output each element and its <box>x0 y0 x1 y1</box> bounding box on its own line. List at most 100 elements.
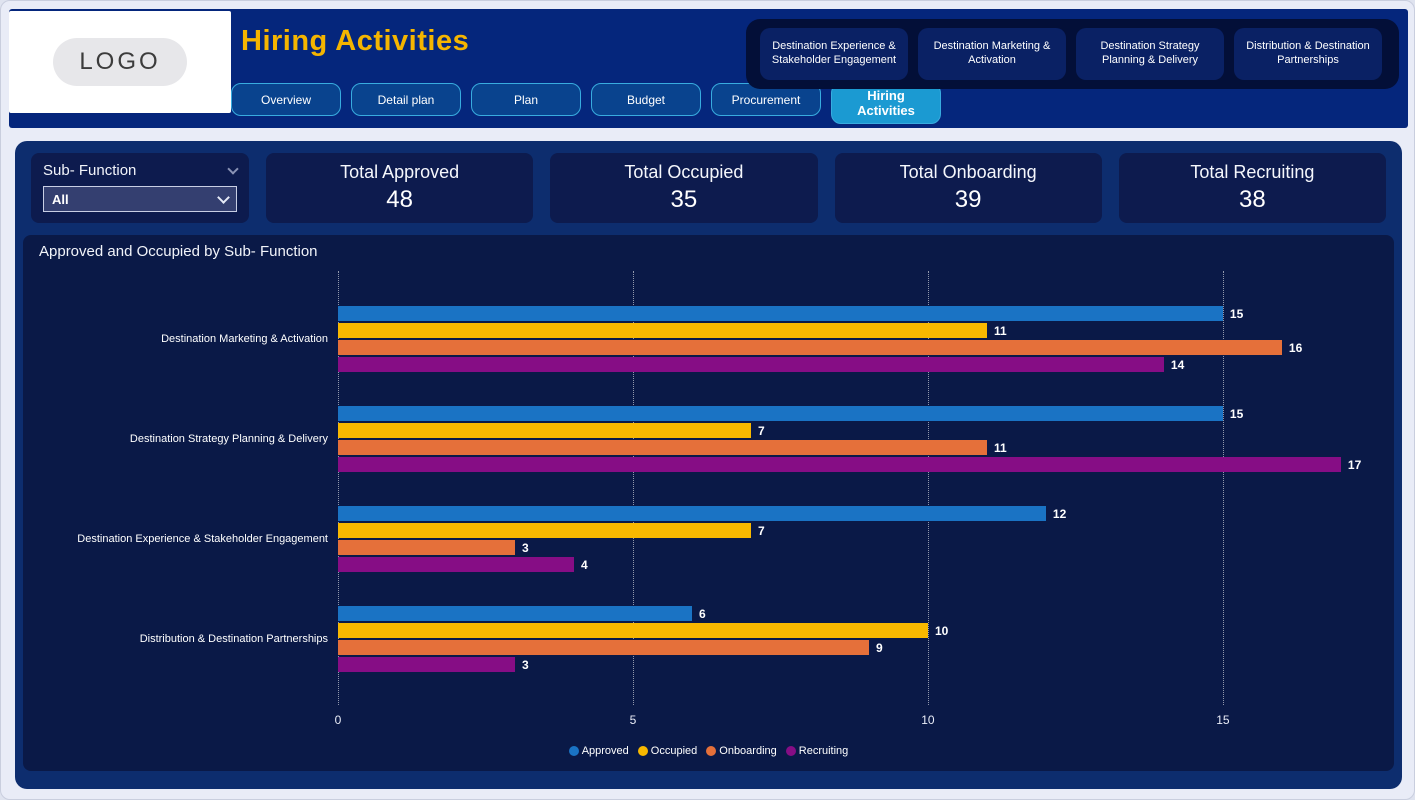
main-panel: Sub- Function All Total Approved 48 Tota… <box>15 141 1402 789</box>
gridline-5 <box>632 271 634 705</box>
gridline-0 <box>338 271 339 705</box>
bar-approved[interactable] <box>338 406 1223 421</box>
bar-row: 14 <box>338 356 1394 373</box>
page-title: Hiring Activities <box>241 25 470 57</box>
bar-row: 3 <box>338 539 1394 556</box>
bar-value-label: 10 <box>934 623 949 638</box>
bar-value-label: 4 <box>580 557 588 572</box>
bar-occupied[interactable] <box>338 423 751 438</box>
legend-dot-icon <box>637 746 648 756</box>
bar-value-label: 9 <box>875 640 883 655</box>
bar-onboarding[interactable] <box>338 340 1282 355</box>
kpi-value: 39 <box>954 186 982 213</box>
chart-groups: Destination Marketing & Activation 15 11 16… <box>23 289 1394 689</box>
bar-row: 6 <box>338 605 1394 622</box>
legend-dot-icon <box>706 746 717 756</box>
legend-label: Onboarding <box>719 745 777 757</box>
kpi-value: 48 <box>386 186 413 213</box>
bar-row: 9 <box>338 639 1394 656</box>
kpi-total-approved: Total Approved 48 <box>266 153 534 223</box>
kpi-value: 38 <box>1239 186 1266 213</box>
bar-row: 11 <box>338 322 1394 339</box>
bar-recruiting[interactable] <box>338 457 1341 472</box>
bar-onboarding[interactable] <box>338 540 515 555</box>
bar-row: 12 <box>338 505 1394 522</box>
tab-budget[interactable]: Budget <box>591 83 701 116</box>
x-axis-tick-label: 15 <box>1216 713 1230 727</box>
nav-distribution-partnerships[interactable]: Distribution & Destination Partnerships <box>1234 28 1382 80</box>
logo-box: LOGO <box>9 11 231 113</box>
legend-item-occupied[interactable]: Occupied <box>637 745 698 757</box>
tab-overview[interactable]: Overview <box>231 83 341 116</box>
bar-value-label: 3 <box>521 657 529 672</box>
sub-function-dropdown[interactable]: All <box>43 186 237 212</box>
legend-item-recruiting[interactable]: Recruiting <box>785 745 848 757</box>
legend-dot-icon <box>785 746 796 756</box>
sub-function-filter: Sub- Function All <box>31 153 249 223</box>
bar-recruiting[interactable] <box>338 357 1164 372</box>
bar-recruiting[interactable] <box>338 557 574 572</box>
x-axis-tick-label: 5 <box>629 713 637 727</box>
kpi-value: 35 <box>670 186 698 213</box>
filter-header[interactable]: Sub- Function <box>43 162 239 179</box>
kpi-label: Total Occupied <box>624 162 744 182</box>
header: LOGO Hiring Activities Overview Detail p… <box>9 9 1408 128</box>
bar-row: 4 <box>338 556 1394 573</box>
chart-x-axis: 0 5 10 15 <box>334 713 1394 729</box>
bar-row: 10 <box>338 622 1394 639</box>
bar-occupied[interactable] <box>338 623 928 638</box>
chart-category-label: Destination Marketing & Activation <box>161 333 328 345</box>
kpi-row: Sub- Function All Total Approved 48 Tota… <box>15 141 1402 223</box>
bar-occupied[interactable] <box>338 323 987 338</box>
legend-label: Approved <box>581 745 629 757</box>
nav-destination-marketing[interactable]: Destination Marketing & Activation <box>918 28 1066 80</box>
category-bars: 15 7 11 17 <box>338 405 1394 473</box>
bar-row: 7 <box>338 422 1394 439</box>
legend-item-onboarding[interactable]: Onboarding <box>706 745 777 757</box>
bar-value-label: 15 <box>1229 406 1244 421</box>
x-axis-tick-label: 0 <box>334 713 342 727</box>
legend-dot-icon <box>568 746 579 756</box>
tab-bar: Overview Detail plan Plan Budget Procure… <box>231 83 941 124</box>
chart-category-group: Destination Experience & Stakeholder Eng… <box>23 489 1394 589</box>
kpi-total-recruiting: Total Recruiting 38 <box>1118 153 1386 223</box>
gridline-15 <box>1222 271 1224 705</box>
chart-category-group: Destination Marketing & Activation 15 11 16… <box>23 289 1394 389</box>
legend-item-approved[interactable]: Approved <box>568 745 629 757</box>
bar-value-label: 6 <box>698 606 706 621</box>
nav-destination-experience[interactable]: Destination Experience & Stakeholder Eng… <box>760 28 908 80</box>
chart-category-group: Destination Strategy Planning & Delivery… <box>23 389 1394 489</box>
bar-value-label: 3 <box>521 540 529 555</box>
bar-value-label: 16 <box>1288 340 1303 355</box>
kpi-label: Total Recruiting <box>1190 162 1315 182</box>
bar-approved[interactable] <box>338 306 1223 321</box>
bar-value-label: 17 <box>1347 457 1362 472</box>
bar-approved[interactable] <box>338 506 1046 521</box>
kpi-total-occupied: Total Occupied 35 <box>550 153 818 223</box>
bar-recruiting[interactable] <box>338 657 515 672</box>
nav-destination-strategy[interactable]: Destination Strategy Planning & Delivery <box>1076 28 1224 80</box>
chart-category-group: Distribution & Destination Partnerships 6… <box>23 589 1394 689</box>
gridline-10 <box>927 271 929 705</box>
category-bars: 15 11 16 14 <box>338 305 1394 373</box>
logo: LOGO <box>53 38 187 86</box>
chevron-down-icon <box>227 162 239 175</box>
tab-hiring-activities[interactable]: Hiring Activities <box>831 83 941 124</box>
category-bars: 6 10 9 3 <box>338 605 1394 673</box>
bar-approved[interactable] <box>338 606 692 621</box>
bar-row: 15 <box>338 305 1394 322</box>
bar-onboarding[interactable] <box>338 640 869 655</box>
bar-value-label: 15 <box>1229 306 1244 321</box>
bar-onboarding[interactable] <box>338 440 987 455</box>
kpi-total-onboarding: Total Onboarding 39 <box>834 153 1102 223</box>
chart-category-label: Destination Strategy Planning & Delivery <box>129 433 328 445</box>
bar-occupied[interactable] <box>338 523 751 538</box>
legend-label: Occupied <box>650 745 698 757</box>
bar-value-label: 12 <box>1052 506 1067 521</box>
tab-detail-plan[interactable]: Detail plan <box>351 83 461 116</box>
bar-row: 7 <box>338 522 1394 539</box>
bar-value-label: 11 <box>993 440 1007 455</box>
tab-plan[interactable]: Plan <box>471 83 581 116</box>
chart-title: Approved and Occupied by Sub- Function <box>39 243 318 260</box>
